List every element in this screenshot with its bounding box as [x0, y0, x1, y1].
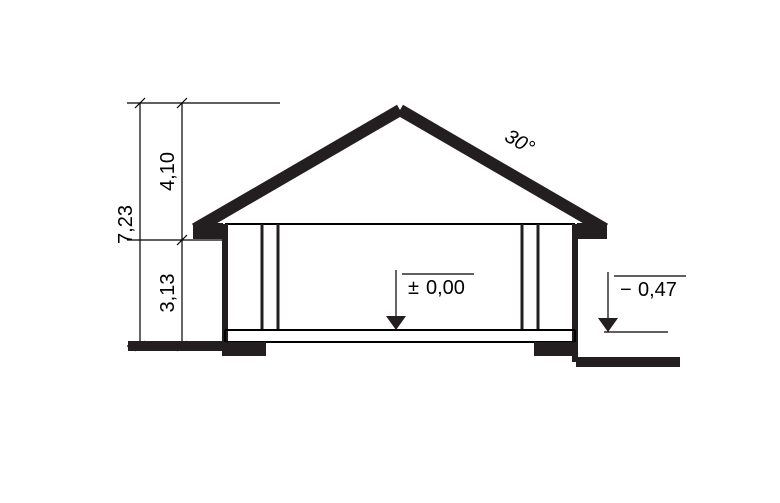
dim-total-height: 7,23: [115, 205, 137, 244]
roof-angle-label: 30°: [501, 125, 538, 159]
dim-wall-height: 3,13: [157, 274, 179, 313]
dim-roof-height: 4,10: [157, 152, 179, 191]
level-datum-value: 0,00: [426, 277, 465, 299]
level-datum: ±0,00: [386, 270, 474, 330]
level-lower: −0,47: [598, 272, 686, 332]
level-datum-prefix: ±: [408, 277, 419, 299]
level-lower-value: 0,47: [638, 279, 677, 301]
level-lower-prefix: −: [620, 279, 632, 301]
